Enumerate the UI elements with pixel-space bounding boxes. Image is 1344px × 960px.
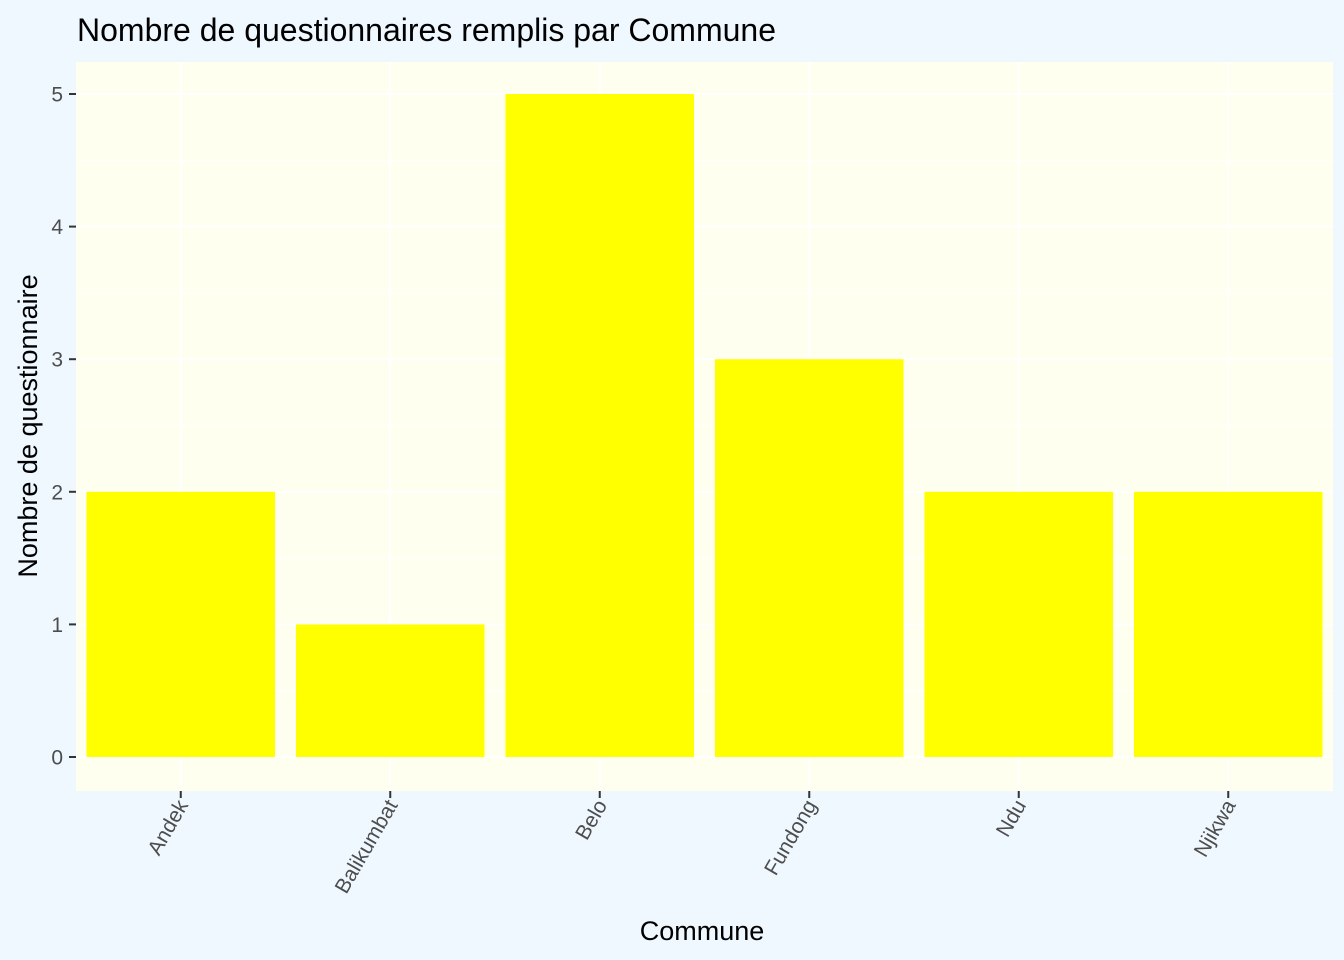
y-tick-label: 5 (51, 84, 63, 107)
y-tick-label: 2 (51, 481, 63, 504)
bar-belo (505, 94, 695, 757)
bar-njikwa (1133, 491, 1323, 757)
bar-andek (86, 491, 276, 757)
y-tick-label: 0 (51, 747, 63, 770)
y-tick-label: 4 (51, 216, 63, 239)
bar-ndu (924, 491, 1114, 757)
y-tick-label: 1 (51, 614, 63, 637)
y-axis: 0 1 2 3 4 5 (51, 84, 76, 770)
bar-fundong (714, 359, 904, 757)
bars (86, 94, 1323, 757)
x-axis-title: Commune (640, 916, 765, 946)
y-axis-title: Nombre de questionnaire (13, 274, 43, 577)
chart-title: Nombre de questionnaires remplis par Com… (77, 12, 776, 48)
y-tick-label: 3 (51, 349, 63, 372)
plot-panel (76, 62, 1333, 791)
bar-balikumbat (295, 624, 485, 757)
